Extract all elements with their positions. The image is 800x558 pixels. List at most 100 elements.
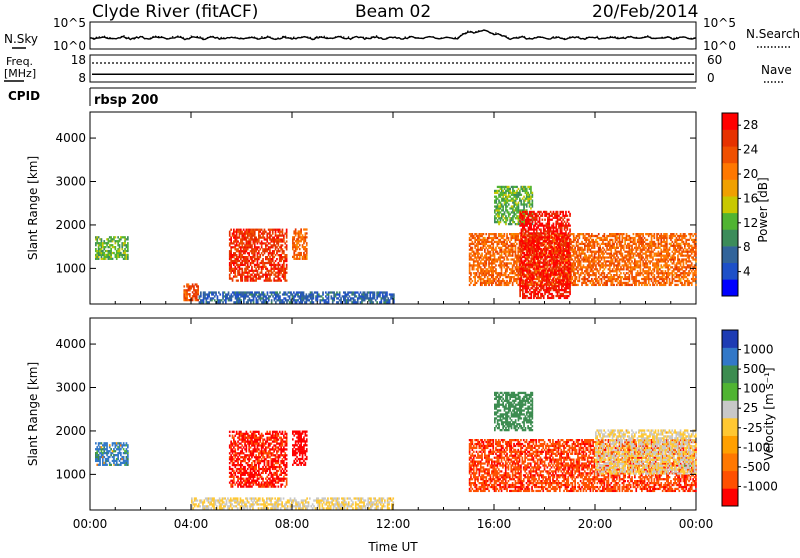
echo-cell bbox=[356, 295, 358, 297]
echo-cell bbox=[526, 205, 528, 207]
echo-cell bbox=[634, 237, 636, 239]
echo-cell bbox=[630, 262, 632, 264]
echo-cell bbox=[501, 262, 503, 264]
echo-cell bbox=[577, 241, 579, 243]
echo-cell bbox=[232, 278, 234, 280]
echo-cell bbox=[98, 236, 100, 238]
echo-cell bbox=[282, 229, 284, 231]
echo-cell bbox=[530, 188, 532, 190]
echo-cell bbox=[599, 268, 601, 270]
echo-cell bbox=[512, 247, 514, 249]
echo-cell bbox=[491, 284, 493, 286]
echo-cell bbox=[257, 270, 259, 272]
echo-cell bbox=[95, 244, 97, 246]
echo-cell bbox=[389, 301, 391, 303]
echo-cell bbox=[208, 293, 210, 295]
echo-cell bbox=[520, 194, 522, 196]
echo-cell bbox=[576, 276, 578, 278]
echo-cell bbox=[183, 285, 185, 287]
echo-cell bbox=[598, 262, 600, 264]
echo-cell bbox=[328, 293, 330, 295]
echo-cell bbox=[340, 297, 342, 299]
echo-cell bbox=[647, 284, 649, 286]
echo-cell bbox=[606, 237, 608, 239]
echo-cell bbox=[501, 203, 503, 205]
echo-cell bbox=[296, 301, 298, 303]
echo-cell bbox=[233, 256, 235, 258]
echo-cell bbox=[684, 284, 686, 286]
echo-cell bbox=[286, 264, 288, 266]
echo-cell bbox=[654, 241, 656, 243]
echo-cell bbox=[656, 284, 658, 286]
echo-cell bbox=[631, 284, 633, 286]
echo-cell bbox=[631, 260, 633, 262]
echo-cell bbox=[498, 200, 500, 202]
echo-cell bbox=[127, 254, 129, 256]
echo-cell bbox=[253, 301, 255, 303]
echo-cell bbox=[634, 241, 636, 243]
echo-cell bbox=[649, 284, 651, 286]
echo-cell bbox=[333, 291, 335, 293]
echo-cell bbox=[299, 244, 301, 246]
echo-cell bbox=[676, 241, 678, 243]
echo-cell bbox=[279, 274, 281, 276]
echo-cell bbox=[296, 248, 298, 250]
echo-cell bbox=[532, 202, 534, 204]
echo-cell bbox=[580, 262, 582, 264]
echo-cell bbox=[580, 255, 582, 257]
echo-cell bbox=[690, 260, 692, 262]
freq-left-tick-top: 18 bbox=[71, 53, 86, 67]
echo-cell bbox=[317, 297, 319, 299]
echo-cell bbox=[687, 278, 689, 280]
echo-cell bbox=[115, 242, 117, 244]
echo-cell bbox=[669, 278, 671, 280]
echo-cell bbox=[669, 253, 671, 255]
echo-cell bbox=[207, 297, 209, 299]
echo-cell bbox=[592, 239, 594, 241]
echo-cell bbox=[612, 239, 614, 241]
echo-cell bbox=[313, 301, 315, 303]
echo-cell bbox=[672, 280, 674, 282]
echo-cell bbox=[283, 262, 285, 264]
echo-cell bbox=[591, 278, 593, 280]
echo-cell bbox=[680, 262, 682, 264]
echo-cell bbox=[485, 284, 487, 286]
echo-cell bbox=[282, 231, 284, 233]
noise-right-tick-bottom: 10^0 bbox=[703, 39, 736, 53]
echo-cell bbox=[507, 219, 509, 221]
echo-cell bbox=[685, 235, 687, 237]
echo-cell bbox=[271, 301, 273, 303]
echo-cell bbox=[587, 268, 589, 270]
echo-cell bbox=[469, 284, 471, 286]
echo-cell bbox=[504, 241, 506, 243]
echo-cell bbox=[499, 276, 501, 278]
echo-cell bbox=[495, 264, 497, 266]
echo-cell bbox=[695, 284, 697, 286]
echo-cell bbox=[386, 293, 388, 295]
echo-cell bbox=[597, 241, 599, 243]
echo-cell bbox=[502, 278, 504, 280]
echo-cell bbox=[584, 247, 586, 249]
echo-cell bbox=[695, 233, 697, 235]
echo-cell bbox=[222, 301, 224, 303]
echo-cell bbox=[322, 291, 324, 293]
echo-cell bbox=[585, 241, 587, 243]
echo-cell bbox=[286, 231, 288, 233]
echo-cell bbox=[594, 247, 596, 249]
echo-cell bbox=[606, 284, 608, 286]
echo-cell bbox=[127, 242, 129, 244]
echo-cell bbox=[672, 266, 674, 268]
echo-cell bbox=[494, 255, 496, 257]
echo-cell bbox=[498, 209, 500, 211]
echo-cell bbox=[599, 284, 601, 286]
echo-cell bbox=[264, 229, 266, 231]
echo-cell bbox=[286, 235, 288, 237]
noise-left-tick-top: 10^5 bbox=[53, 16, 86, 30]
echo-cell bbox=[658, 241, 660, 243]
echo-cell bbox=[360, 291, 362, 293]
echo-cell bbox=[197, 287, 199, 289]
echo-cell bbox=[474, 276, 476, 278]
echo-cell bbox=[276, 258, 278, 260]
echo-cell bbox=[504, 233, 506, 235]
echo-cell bbox=[581, 284, 583, 286]
